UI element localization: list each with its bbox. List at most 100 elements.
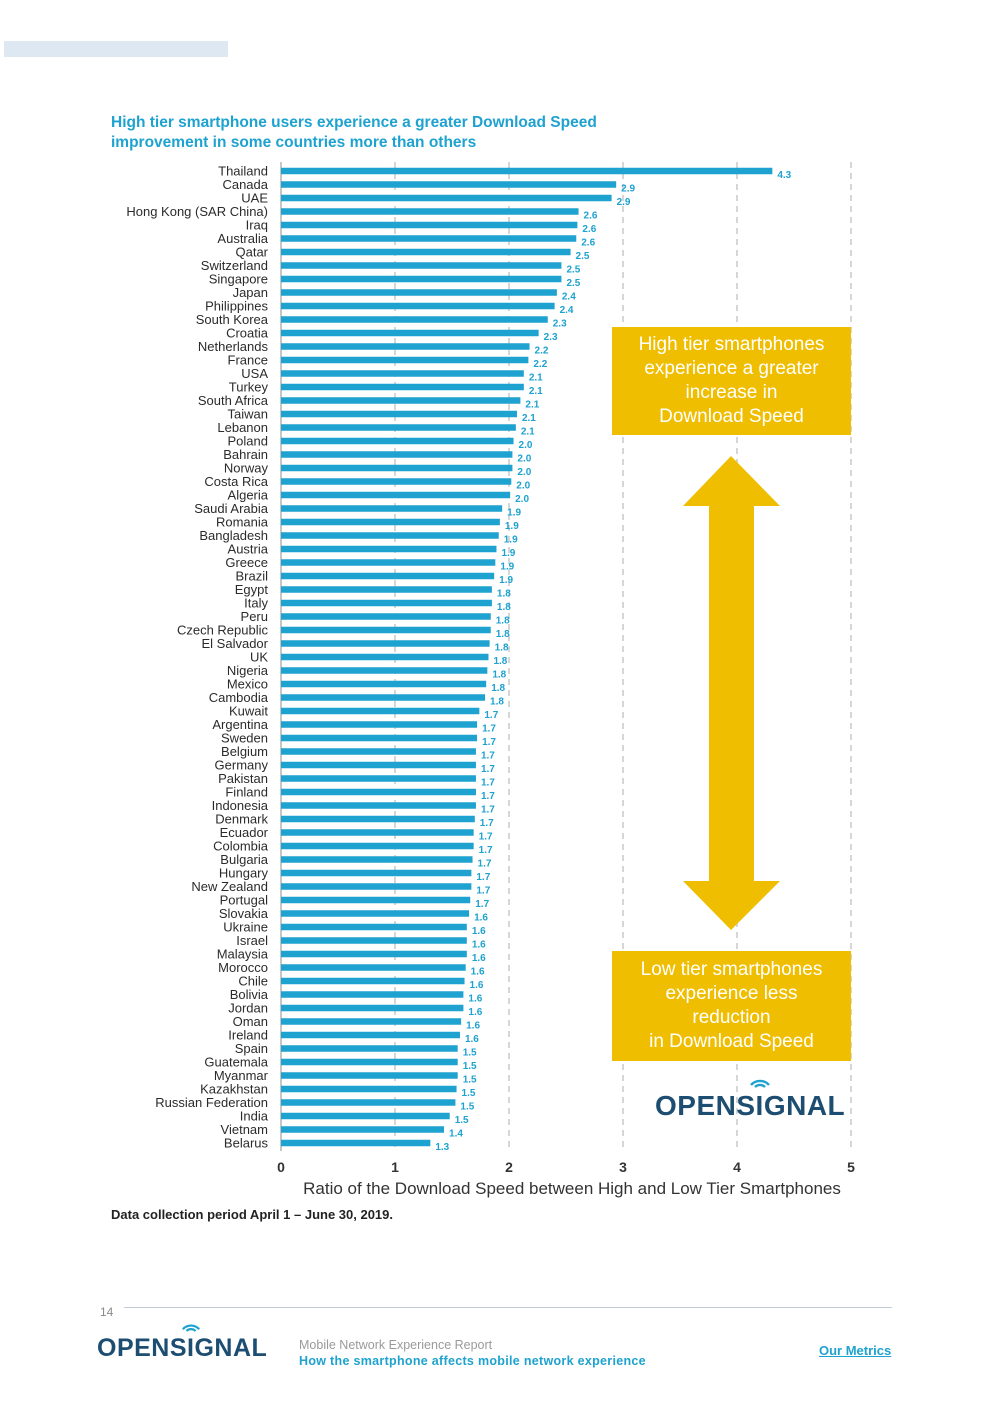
value-label: 1.5 bbox=[463, 1075, 477, 1086]
bar bbox=[281, 370, 524, 377]
category-label: Pakistan bbox=[218, 771, 268, 786]
bar bbox=[281, 653, 489, 661]
callout-low-line-4: in Download Speed bbox=[649, 1031, 814, 1052]
value-label: 2.2 bbox=[533, 359, 547, 370]
value-label: 1.7 bbox=[476, 886, 490, 897]
category-label: Malaysia bbox=[217, 947, 269, 962]
bar bbox=[281, 181, 617, 188]
bar bbox=[281, 775, 476, 782]
value-label: 1.6 bbox=[472, 926, 486, 937]
category-label: Myanmar bbox=[214, 1068, 269, 1083]
category-label: Thailand bbox=[218, 164, 268, 179]
value-label: 1.5 bbox=[462, 1088, 476, 1099]
category-label: Iraq bbox=[246, 218, 268, 233]
callout-low-line-3: reduction bbox=[692, 1007, 771, 1028]
bar bbox=[281, 559, 496, 566]
value-label: 1.9 bbox=[499, 575, 513, 586]
bar bbox=[281, 937, 467, 944]
value-label: 1.7 bbox=[481, 764, 495, 775]
category-label: Singapore bbox=[209, 272, 268, 287]
bar bbox=[281, 424, 516, 431]
bar bbox=[281, 991, 464, 998]
logo-suffix: GNAL bbox=[763, 1090, 846, 1121]
value-label: 1.7 bbox=[479, 845, 493, 856]
bar bbox=[281, 518, 500, 526]
bar bbox=[281, 451, 513, 458]
logo-i: I bbox=[755, 1090, 764, 1121]
bar bbox=[281, 680, 487, 688]
value-label: 2.1 bbox=[522, 413, 536, 424]
wifi-signal-icon bbox=[181, 1324, 200, 1332]
category-label: Israel bbox=[236, 933, 268, 948]
bar bbox=[281, 1139, 431, 1147]
callout-low-tier: Low tier smartphones experience less red… bbox=[612, 951, 851, 1061]
value-label: 2.1 bbox=[529, 373, 543, 384]
category-label: Brazil bbox=[235, 569, 268, 584]
value-label: 1.7 bbox=[484, 710, 498, 721]
bar bbox=[281, 829, 474, 836]
category-label: Jordan bbox=[228, 1001, 268, 1016]
value-label: 2.0 bbox=[517, 467, 531, 478]
value-label: 1.6 bbox=[470, 980, 484, 991]
category-label: Indonesia bbox=[212, 798, 269, 813]
category-label: Denmark bbox=[215, 812, 268, 827]
category-label: Austria bbox=[228, 542, 269, 557]
category-label: Italy bbox=[244, 596, 268, 611]
callout-high-tier: High tier smartphones experience a great… bbox=[612, 327, 851, 435]
category-label: Australia bbox=[217, 231, 268, 246]
opensignal-logo-chart: OPENS I GNAL bbox=[655, 1079, 846, 1122]
value-label: 2.0 bbox=[517, 454, 531, 465]
category-label: USA bbox=[241, 366, 268, 381]
category-label: Lebanon bbox=[217, 420, 268, 435]
bar bbox=[281, 208, 579, 215]
category-label: Spain bbox=[235, 1041, 268, 1056]
report-subtitle: How the smartphone affects mobile networ… bbox=[299, 1354, 646, 1368]
category-label: Oman bbox=[233, 1014, 268, 1029]
value-label: 1.7 bbox=[475, 899, 489, 910]
x-tick-label: 1 bbox=[391, 1159, 399, 1175]
bar bbox=[281, 923, 467, 931]
wifi-signal-icon bbox=[749, 1079, 770, 1088]
category-label: Bahrain bbox=[223, 447, 268, 462]
callout-high-line-2: experience a greater bbox=[644, 358, 819, 379]
category-label: Philippines bbox=[205, 299, 268, 314]
value-label: 1.5 bbox=[463, 1061, 477, 1072]
x-tick-label: 0 bbox=[277, 1159, 285, 1175]
our-metrics-link[interactable]: Our Metrics bbox=[819, 1343, 892, 1358]
bar bbox=[281, 329, 539, 337]
bar bbox=[281, 626, 491, 634]
value-label: 4.3 bbox=[777, 170, 791, 181]
category-label: New Zealand bbox=[191, 879, 268, 894]
category-label: Croatia bbox=[226, 326, 269, 341]
value-label: 1.9 bbox=[500, 562, 514, 573]
category-label: Ukraine bbox=[223, 920, 268, 935]
bar bbox=[281, 1085, 457, 1093]
bar bbox=[281, 1045, 458, 1052]
logo-prefix: OPENS bbox=[655, 1090, 756, 1121]
bar bbox=[281, 410, 517, 418]
bar bbox=[281, 788, 476, 796]
category-label: Nigeria bbox=[227, 663, 269, 678]
category-label: Slovakia bbox=[219, 906, 269, 921]
value-label: 1.7 bbox=[478, 859, 492, 870]
bar bbox=[281, 734, 478, 742]
category-label: Portugal bbox=[220, 893, 269, 908]
bar bbox=[281, 856, 473, 863]
logo-prefix: OPENS bbox=[97, 1334, 188, 1362]
value-label: 1.9 bbox=[505, 521, 519, 532]
value-label: 1.3 bbox=[435, 1142, 449, 1153]
x-tick-label: 2 bbox=[505, 1159, 513, 1175]
value-label: 1.6 bbox=[472, 953, 486, 964]
bar bbox=[281, 397, 521, 404]
bar bbox=[281, 599, 492, 607]
bar bbox=[281, 613, 491, 620]
category-label: Hungary bbox=[219, 866, 269, 881]
callout-low-line-1: Low tier smartphones bbox=[640, 959, 823, 980]
category-label: Czech Republic bbox=[177, 623, 269, 638]
x-tick-label: 3 bbox=[619, 1159, 627, 1175]
value-label: 1.7 bbox=[482, 737, 496, 748]
value-label: 2.1 bbox=[525, 400, 539, 411]
category-label: Taiwan bbox=[228, 407, 268, 422]
bar bbox=[281, 883, 472, 890]
category-label: South Africa bbox=[198, 393, 269, 408]
